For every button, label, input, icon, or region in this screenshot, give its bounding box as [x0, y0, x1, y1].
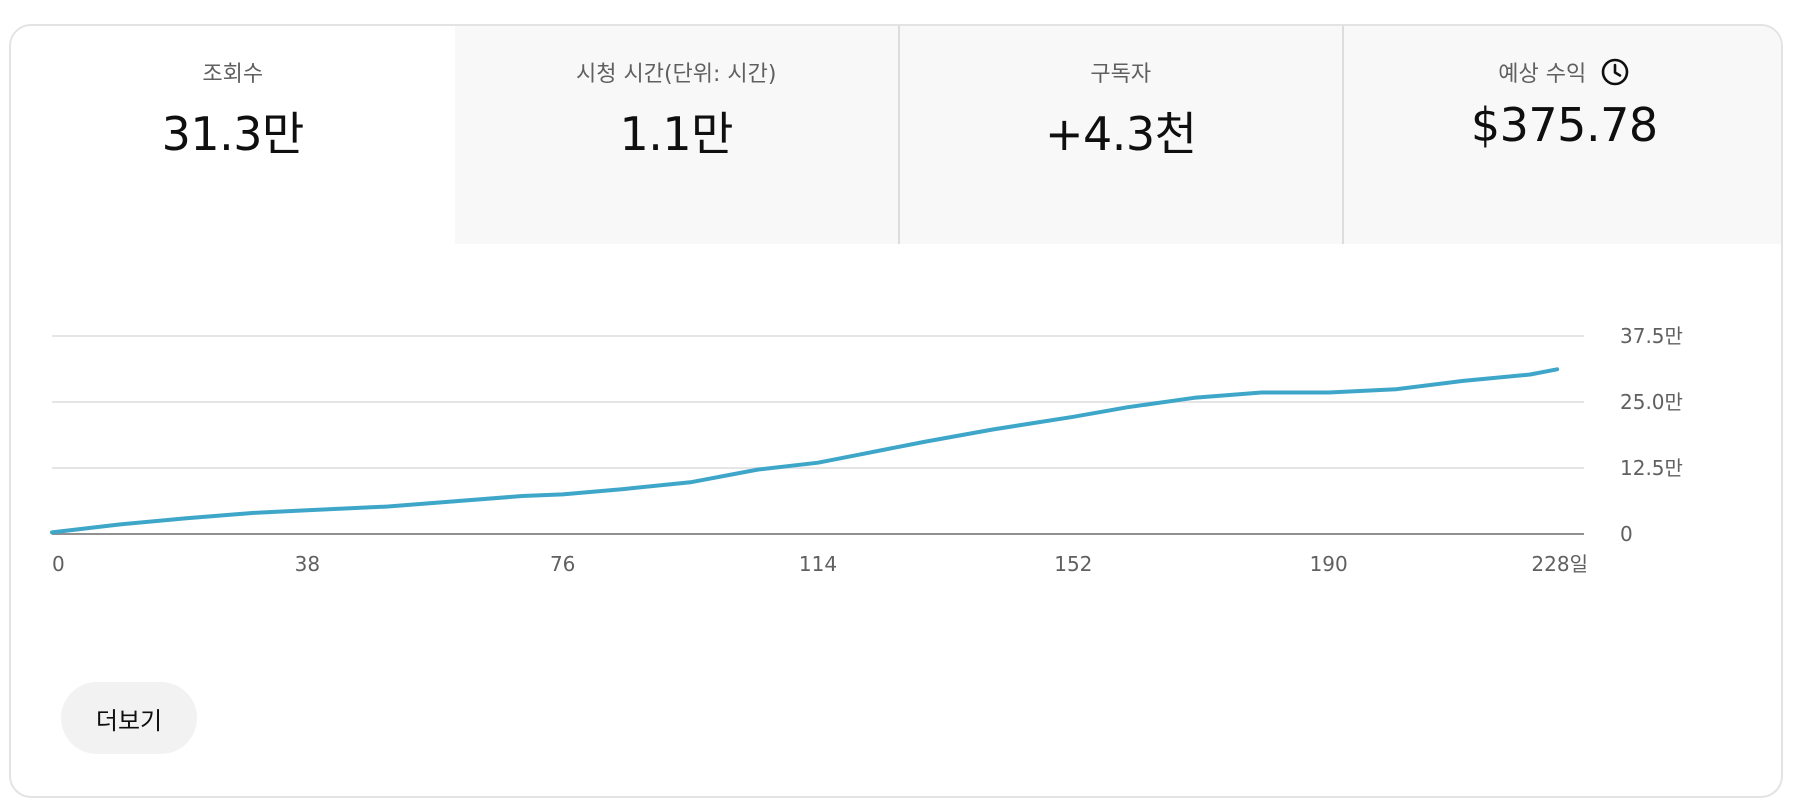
tab-watch-time[interactable]: 시청 시간(단위: 시간) 1.1만	[454, 26, 898, 244]
y-tick-label: 25.0만	[1620, 390, 1683, 414]
tab-subscribers-value: +4.3천	[1044, 107, 1197, 161]
x-tick-label: 114	[799, 552, 837, 576]
more-button[interactable]: 더보기	[61, 682, 197, 754]
metric-tabs: 조회수 31.3만 시청 시간(단위: 시간) 1.1만 구독자 +4.3천 예…	[11, 26, 1781, 244]
x-tick-label: 76	[550, 552, 575, 576]
tab-revenue-label: 예상 수익	[1498, 62, 1587, 87]
y-tick-label: 12.5만	[1620, 456, 1683, 480]
tab-subscribers-label: 구독자	[1090, 62, 1152, 87]
analytics-card: 조회수 31.3만 시청 시간(단위: 시간) 1.1만 구독자 +4.3천 예…	[9, 24, 1783, 798]
clock-icon[interactable]	[1600, 57, 1630, 87]
views-chart: 0 12.5만 25.0만 37.5만 0 38 76 114 152 190 228일	[11, 244, 1781, 684]
tab-watch-time-label: 시청 시간(단위: 시간)	[576, 62, 777, 87]
x-tick-label: 0	[52, 552, 65, 576]
series-line	[50, 367, 1560, 535]
x-tick-label: 152	[1054, 552, 1092, 576]
x-tick-label: 228일	[1531, 552, 1588, 576]
tab-views[interactable]: 조회수 31.3만	[11, 26, 455, 244]
tab-views-value: 31.3만	[161, 107, 305, 161]
tab-revenue-value: $375.78	[1470, 98, 1658, 152]
y-tick-label: 37.5만	[1620, 324, 1683, 348]
x-tick-label: 190	[1310, 552, 1348, 576]
x-tick-label: 38	[295, 552, 320, 576]
tab-watch-time-value: 1.1만	[619, 107, 734, 161]
y-tick-label: 0	[1620, 522, 1633, 546]
tab-revenue[interactable]: 예상 수익 $375.78	[1341, 26, 1781, 244]
tab-subscribers[interactable]: 구독자 +4.3천	[898, 26, 1342, 244]
tab-views-label: 조회수	[202, 62, 264, 87]
